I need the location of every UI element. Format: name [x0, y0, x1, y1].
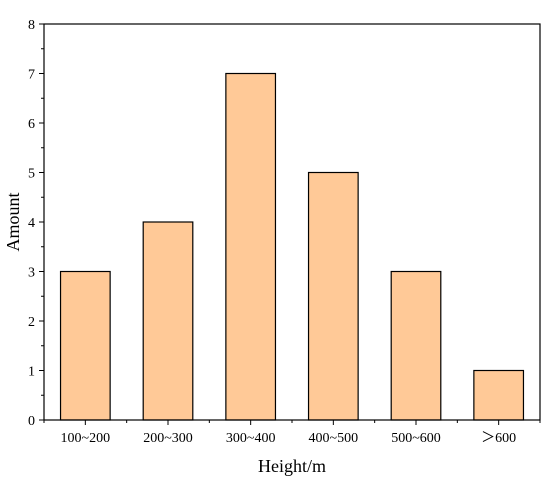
bar-4 [307, 171, 359, 421]
plot-area-frame [43, 23, 541, 421]
x-tick-label: 200~300 [143, 431, 193, 446]
y-axis-title: Amount [3, 192, 23, 251]
y-tick-label: 6 [28, 117, 35, 132]
y-tick-label: 2 [28, 315, 35, 330]
bar-6 [473, 369, 525, 421]
bar-1 [59, 270, 111, 421]
bar-3 [225, 72, 277, 421]
y-tick-label: 4 [28, 216, 35, 231]
y-tick-label: 8 [28, 18, 35, 33]
x-axis-title: Height/m [258, 456, 326, 476]
x-tick-label: ＞600 [481, 431, 516, 446]
x-tick-label: 300~400 [226, 431, 276, 446]
bars-group [59, 72, 525, 421]
y-tick-label: 0 [28, 414, 35, 429]
y-tick-label: 1 [28, 365, 35, 380]
y-tick-label: 3 [28, 266, 35, 281]
x-tick-label: 400~500 [309, 431, 359, 446]
x-tick-label: 100~200 [61, 431, 111, 446]
y-tick-label: 5 [28, 167, 35, 182]
x-axis-ticks: 100~200 200~300 300~400 400~500 500~600 ＞600 [43, 420, 541, 446]
y-axis-ticks: 0 1 2 3 4 5 6 7 8 [28, 18, 44, 429]
x-tick-label: 500~600 [391, 431, 441, 446]
y-tick-label: 7 [28, 68, 35, 83]
bar-5 [390, 270, 442, 421]
bar-2 [142, 221, 194, 421]
